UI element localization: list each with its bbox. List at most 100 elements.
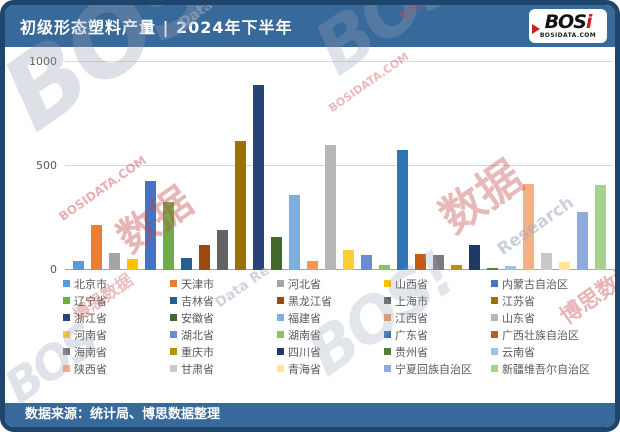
legend-label: 江苏省	[502, 294, 535, 308]
source-text: 数据来源：统计局、博思数据整理	[25, 407, 221, 422]
legend-label: 吉林省	[181, 294, 214, 308]
y-axis-tick-label: 500	[36, 159, 57, 172]
legend-swatch	[491, 365, 498, 372]
bar	[486, 268, 498, 270]
bar	[504, 266, 516, 270]
bar	[306, 260, 318, 270]
bar	[180, 257, 192, 270]
bosi-logo: BOSi BOSIDATA.COM	[529, 9, 607, 43]
bar	[450, 264, 462, 270]
legend-item: 天津市	[170, 277, 277, 291]
bar	[72, 260, 84, 270]
bar	[558, 261, 570, 270]
bar	[144, 180, 156, 270]
legend-swatch	[491, 331, 498, 338]
legend-item: 湖北省	[170, 328, 277, 342]
legend-label: 陕西省	[74, 362, 107, 376]
bar	[576, 211, 588, 270]
legend-item: 河北省	[277, 277, 384, 291]
legend-swatch	[63, 314, 70, 321]
y-axis-tick-label: 1000	[29, 55, 57, 68]
legend-swatch	[491, 348, 498, 355]
legend-item: 浙江省	[63, 311, 170, 325]
bar	[252, 84, 264, 270]
bar	[540, 253, 552, 270]
legend-item: 云南省	[491, 345, 615, 359]
bar	[378, 265, 390, 270]
legend-label: 浙江省	[74, 311, 107, 325]
legend-item: 山东省	[491, 311, 615, 325]
legend-label: 上海市	[395, 294, 428, 308]
legend-swatch	[170, 348, 177, 355]
legend-label: 黑龙江省	[288, 294, 332, 308]
legend-item: 宁夏回族自治区	[384, 362, 491, 376]
legend-swatch	[384, 314, 391, 321]
bar	[162, 202, 174, 270]
bar	[468, 245, 480, 270]
legend-swatch	[491, 314, 498, 321]
legend-swatch	[277, 280, 284, 287]
legend-swatch	[63, 280, 70, 287]
legend-item: 广东省	[384, 328, 491, 342]
legend-item: 甘肃省	[170, 362, 277, 376]
legend-label: 广西壮族自治区	[502, 328, 579, 342]
legend-item: 陕西省	[63, 362, 170, 376]
bar	[90, 225, 102, 270]
bar	[126, 258, 138, 270]
legend-swatch	[170, 365, 177, 372]
legend-swatch	[277, 314, 284, 321]
legend-item: 贵州省	[384, 345, 491, 359]
legend-swatch	[63, 348, 70, 355]
bar-chart	[65, 61, 613, 270]
legend-swatch	[277, 348, 284, 355]
y-axis-tick-label: 0	[50, 263, 57, 276]
legend-label: 河南省	[74, 328, 107, 342]
legend-item: 青海省	[277, 362, 384, 376]
legend-swatch	[491, 297, 498, 304]
legend-label: 河北省	[288, 277, 321, 291]
bar	[108, 253, 120, 270]
legend-item: 内蒙古自治区	[491, 277, 615, 291]
legend-item: 山西省	[384, 277, 491, 291]
legend-item: 江苏省	[491, 294, 615, 308]
logo-wordmark: BOSi	[544, 11, 593, 33]
bar	[324, 145, 336, 270]
bar	[288, 195, 300, 270]
legend-label: 宁夏回族自治区	[395, 362, 472, 376]
legend-swatch	[170, 297, 177, 304]
legend-swatch	[63, 365, 70, 372]
legend-label: 四川省	[288, 345, 321, 359]
bar	[360, 255, 372, 270]
legend-item: 安徽省	[170, 311, 277, 325]
bars-container	[69, 62, 609, 270]
legend-swatch	[277, 365, 284, 372]
legend-label: 重庆市	[181, 345, 214, 359]
legend-swatch	[170, 331, 177, 338]
y-axis: 0 500 1000	[13, 55, 57, 276]
legend-label: 天津市	[181, 277, 214, 291]
legend-swatch	[384, 365, 391, 372]
legend-swatch	[384, 331, 391, 338]
legend-label: 云南省	[502, 345, 535, 359]
bar	[414, 254, 426, 270]
bar	[396, 150, 408, 270]
bar	[522, 183, 534, 270]
legend-item: 新疆维吾尔自治区	[491, 362, 615, 376]
legend-label: 辽宁省	[74, 294, 107, 308]
legend-label: 新疆维吾尔自治区	[502, 362, 590, 376]
legend-item: 广西壮族自治区	[491, 328, 615, 342]
legend-swatch	[63, 297, 70, 304]
legend-label: 山东省	[502, 311, 535, 325]
legend-label: 山西省	[395, 277, 428, 291]
legend-label: 广东省	[395, 328, 428, 342]
bar	[216, 230, 228, 270]
legend-item: 吉林省	[170, 294, 277, 308]
chart-legend: 北京市 天津市 河北省 山西省 内蒙古自治区辽宁省 吉林省 黑龙江省 上海市 江苏省浙江省 安徽省…	[63, 277, 615, 376]
bar	[234, 141, 246, 270]
bar	[432, 255, 444, 270]
legend-item: 北京市	[63, 277, 170, 291]
footer: 数据来源：统计局、博思数据整理	[5, 403, 615, 427]
legend-item: 四川省	[277, 345, 384, 359]
bar	[594, 184, 606, 270]
